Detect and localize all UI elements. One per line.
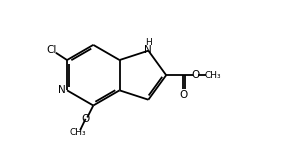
Text: N: N (144, 45, 152, 55)
Text: H: H (145, 38, 152, 47)
Text: Cl: Cl (47, 45, 57, 55)
Text: N: N (58, 85, 66, 95)
Text: O: O (191, 70, 200, 80)
Text: O: O (179, 90, 187, 100)
Text: O: O (81, 114, 90, 124)
Text: CH₃: CH₃ (70, 128, 86, 137)
Text: CH₃: CH₃ (204, 71, 221, 80)
